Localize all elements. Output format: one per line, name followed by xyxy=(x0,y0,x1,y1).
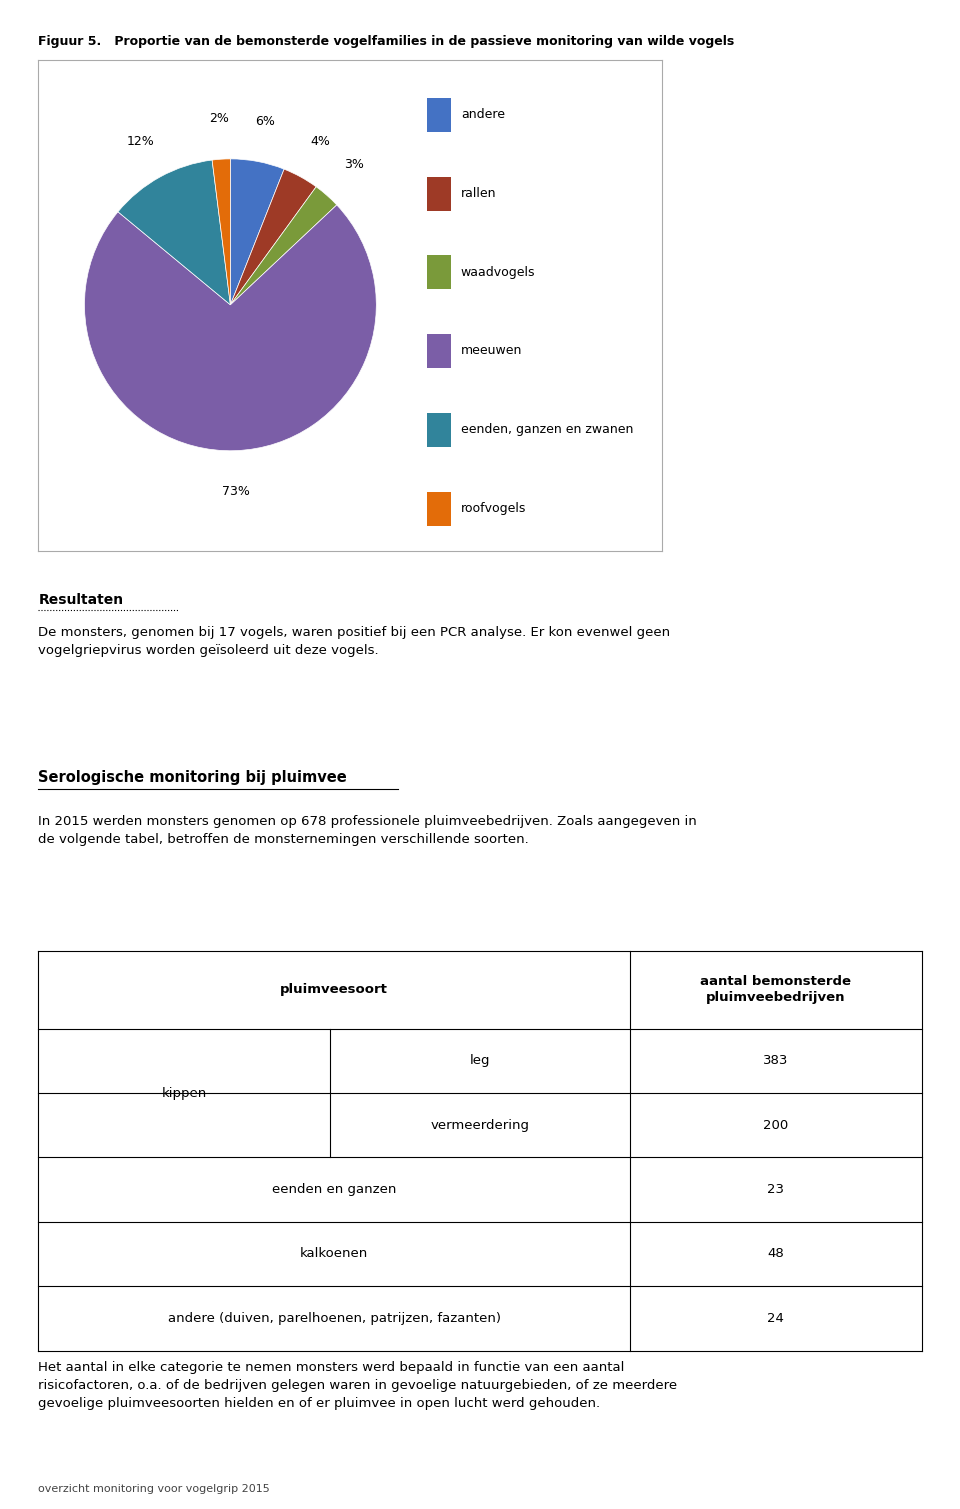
Text: andere: andere xyxy=(461,109,505,121)
Text: 12%: 12% xyxy=(127,134,155,148)
Text: eenden, ganzen en zwanen: eenden, ganzen en zwanen xyxy=(461,423,634,436)
Text: 48: 48 xyxy=(767,1248,784,1260)
Text: kippen: kippen xyxy=(161,1086,206,1100)
Text: 6%: 6% xyxy=(255,115,276,128)
Text: Serologische monitoring bij pluimvee: Serologische monitoring bij pluimvee xyxy=(38,770,348,785)
Wedge shape xyxy=(118,160,230,305)
FancyBboxPatch shape xyxy=(427,335,451,368)
Text: 3%: 3% xyxy=(344,158,364,171)
Text: aantal bemonsterde
pluimveebedrijven: aantal bemonsterde pluimveebedrijven xyxy=(701,975,852,1003)
Text: 73%: 73% xyxy=(223,484,251,498)
Text: Het aantal in elke categorie te nemen monsters werd bepaald in functie van een a: Het aantal in elke categorie te nemen mo… xyxy=(38,1361,678,1409)
Wedge shape xyxy=(84,205,376,451)
Text: Resultaten: Resultaten xyxy=(38,593,124,607)
Text: roofvogels: roofvogels xyxy=(461,502,526,515)
Text: vermeerdering: vermeerdering xyxy=(430,1118,530,1132)
Text: rallen: rallen xyxy=(461,187,496,201)
FancyBboxPatch shape xyxy=(427,98,451,131)
Text: waadvogels: waadvogels xyxy=(461,266,536,279)
Text: Figuur 5.   Proportie van de bemonsterde vogelfamilies in de passieve monitoring: Figuur 5. Proportie van de bemonsterde v… xyxy=(38,35,734,48)
Text: pluimveesoort: pluimveesoort xyxy=(280,984,388,996)
Text: kalkoenen: kalkoenen xyxy=(300,1248,369,1260)
FancyBboxPatch shape xyxy=(427,177,451,211)
Text: meeuwen: meeuwen xyxy=(461,344,522,358)
Text: 2%: 2% xyxy=(208,112,228,125)
Text: 200: 200 xyxy=(763,1118,788,1132)
Text: leg: leg xyxy=(469,1055,491,1067)
Wedge shape xyxy=(230,158,284,305)
FancyBboxPatch shape xyxy=(427,255,451,290)
Text: In 2015 werden monsters genomen op 678 professionele pluimveebedrijven. Zoals aa: In 2015 werden monsters genomen op 678 p… xyxy=(38,815,697,847)
Text: eenden en ganzen: eenden en ganzen xyxy=(272,1183,396,1197)
Text: 24: 24 xyxy=(767,1311,784,1325)
Text: De monsters, genomen bij 17 vogels, waren positief bij een PCR analyse. Er kon e: De monsters, genomen bij 17 vogels, ware… xyxy=(38,626,670,658)
Wedge shape xyxy=(230,169,316,305)
FancyBboxPatch shape xyxy=(427,492,451,525)
Wedge shape xyxy=(212,158,230,305)
Text: 23: 23 xyxy=(767,1183,784,1197)
Text: 383: 383 xyxy=(763,1055,788,1067)
FancyBboxPatch shape xyxy=(427,413,451,447)
Text: overzicht monitoring voor vogelgrip 2015: overzicht monitoring voor vogelgrip 2015 xyxy=(38,1483,270,1494)
Text: andere (duiven, parelhoenen, patrijzen, fazanten): andere (duiven, parelhoenen, patrijzen, … xyxy=(168,1311,501,1325)
Wedge shape xyxy=(230,187,337,305)
Text: 4%: 4% xyxy=(310,134,330,148)
